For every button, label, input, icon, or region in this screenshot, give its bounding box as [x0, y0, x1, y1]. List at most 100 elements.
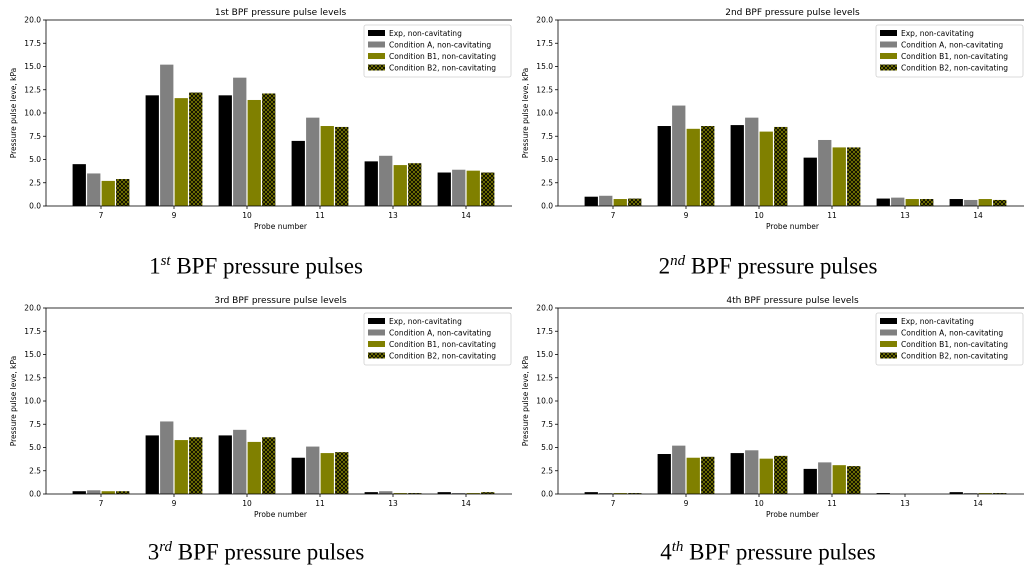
- chart-1-bar-7-s3: [101, 180, 115, 206]
- chart-1-y-tick-label: 12.5: [24, 85, 41, 94]
- chart-2-legend-swatch: [880, 30, 897, 36]
- chart-2-y-tick-label: 10.0: [536, 109, 553, 118]
- chart-3-bar-14-s1: [437, 492, 451, 494]
- chart-3-bar-11-s4: [335, 452, 349, 494]
- chart-3-bar-11-s1: [291, 457, 305, 494]
- chart-3-legend-swatch: [368, 352, 385, 359]
- chart-4-y-tick-label: 7.5: [541, 420, 553, 429]
- chart-2-x-tick-label: 11: [827, 211, 837, 220]
- chart-3-bar-9-s2: [160, 421, 174, 494]
- caption-3: 3rd BPF pressure pulses: [0, 539, 512, 566]
- chart-4-bar-11-s1: [803, 468, 817, 494]
- chart-2-x-tick-label: 10: [754, 211, 764, 220]
- chart-4-bar-14-s1: [949, 492, 963, 494]
- chart-2-y-tick-label: 17.5: [536, 39, 553, 48]
- chart-2-x-tick-label: 7: [611, 211, 616, 220]
- chart-2-bar-10-s3: [759, 131, 773, 206]
- chart-4-bar-10-s4: [774, 455, 788, 494]
- chart-4-bar-9-s4: [701, 456, 715, 494]
- chart-1-bar-14-s4: [481, 172, 495, 206]
- chart-panel-1: 1st BPF pressure pulse levels 0.0 2.5 5.0 7.…: [0, 0, 512, 244]
- chart-2-legend-label: Condition B2, non-cavitating: [901, 64, 1008, 73]
- chart-4-bar-10-s2: [745, 450, 759, 494]
- chart-1-legend-label: Condition B2, non-cavitating: [389, 64, 496, 73]
- chart-1-legend-swatch: [368, 30, 385, 36]
- chart-3-x-tick-label: 14: [461, 499, 471, 508]
- chart-1-y-tick-label: 15.0: [24, 62, 41, 71]
- chart-4-legend: [875, 312, 1024, 366]
- chart-1-bar-10-s1: [218, 95, 232, 206]
- chart-4-bar-14-s3: [978, 493, 992, 494]
- chart-1-bar-7-s2: [87, 173, 101, 206]
- chart-1-y-tick-label: 10.0: [24, 109, 41, 118]
- chart-1-bar-14-s2: [452, 169, 466, 206]
- caption-2: 2nd BPF pressure pulses: [512, 253, 1024, 280]
- chart-2-title: 2nd BPF pressure pulse levels: [725, 8, 860, 18]
- chart-4-bar-11-s2: [818, 462, 832, 494]
- chart-4-bar-9-s1: [657, 454, 671, 494]
- chart-1-y-tick-label: 17.5: [24, 39, 41, 48]
- chart-2-bar-7-s2: [599, 195, 613, 206]
- caption-suffix: nd: [670, 253, 686, 269]
- chart-4-bar-14-s4: [993, 493, 1007, 494]
- chart-1-bar-9-s2: [160, 64, 174, 206]
- chart-2-x-tick-label: 14: [973, 211, 983, 220]
- chart-1-bar-9-s4: [189, 92, 203, 206]
- chart-4-x-tick-label: 11: [827, 499, 837, 508]
- chart-2-bar-14-s1: [949, 199, 963, 206]
- chart-1-y-tick-label: 0.0: [29, 202, 41, 211]
- chart-4-x-tick-label: 7: [611, 499, 616, 508]
- chart-2: 2nd BPF pressure pulse levels 0.0 2.5 5.0 7.…: [521, 8, 1024, 231]
- chart-4-bar-11-s3: [832, 465, 846, 494]
- chart-2-bar-14-s4: [993, 199, 1007, 206]
- chart-4-title: 4th BPF pressure pulse levels: [726, 296, 859, 306]
- chart-3-bar-9-s4: [189, 437, 203, 494]
- caption-text: BPF pressure pulses: [171, 539, 365, 565]
- chart-1-x-axis-label: Probe number: [254, 222, 308, 231]
- chart-3-bar-10-s2: [233, 429, 247, 494]
- chart-1: 1st BPF pressure pulse levels 0.0 2.5 5.0 7.…: [9, 8, 512, 231]
- chart-3-bar-13-s1: [364, 492, 378, 494]
- chart-3-x-tick-label: 11: [315, 499, 325, 508]
- chart-4-legend-label: Condition A, non-cavitating: [901, 329, 1003, 338]
- chart-2-bar-9-s1: [657, 126, 671, 206]
- chart-1-bar-13-s3: [393, 165, 407, 206]
- chart-2-y-tick-label: 15.0: [536, 62, 553, 71]
- chart-1-bar-9-s3: [174, 98, 188, 206]
- chart-3-y-tick-label: 0.0: [29, 490, 41, 499]
- caption-text: BPF pressure pulses: [685, 253, 878, 279]
- chart-3-bar-7-s1: [72, 491, 86, 494]
- caption-ordinal: 2: [658, 253, 671, 279]
- chart-3-plot-frame: [45, 307, 512, 495]
- chart-3-y-tick-label: 2.5: [29, 466, 41, 475]
- chart-panel-2: 2nd BPF pressure pulse levels 0.0 2.5 5.0 7.…: [512, 0, 1024, 244]
- chart-2-y-tick-label: 5.0: [541, 155, 553, 164]
- chart-1-bar-13-s1: [364, 161, 378, 206]
- chart-3-x-tick-label: 10: [242, 499, 252, 508]
- caption-ordinal: 1: [149, 253, 161, 279]
- chart-1-plot-frame: [45, 19, 512, 207]
- chart-2-x-tick-label: 13: [900, 211, 910, 220]
- chart-3-bar-11-s3: [320, 453, 334, 494]
- chart-3-bar-14-s4: [481, 492, 495, 494]
- chart-2-x-tick-label: 9: [684, 211, 689, 220]
- chart-panel-4: 4th BPF pressure pulse levels 0.0 2.5 5.0 7.…: [512, 288, 1024, 532]
- chart-1-legend-label: Condition A, non-cavitating: [389, 41, 491, 50]
- chart-2-bar-11-s1: [803, 157, 817, 206]
- chart-4-bar-11-s4: [847, 466, 861, 494]
- caption-4: 4th BPF pressure pulses: [512, 539, 1024, 566]
- chart-3-y-tick-label: 15.0: [24, 350, 41, 359]
- chart-1-x-tick-label: 14: [461, 211, 471, 220]
- chart-4-x-tick-label: 13: [900, 499, 910, 508]
- chart-4-bar-7-s3: [613, 493, 627, 494]
- chart-3-legend-label: Condition B2, non-cavitating: [389, 352, 496, 361]
- chart-4-bar-9-s2: [672, 445, 686, 494]
- chart-4-y-tick-label: 0.0: [541, 490, 553, 499]
- chart-3-x-axis-label: Probe number: [254, 510, 308, 519]
- chart-3-legend-label: Condition B1, non-cavitating: [389, 340, 496, 349]
- chart-4-x-tick-label: 10: [754, 499, 764, 508]
- chart-2-y-tick-label: 12.5: [536, 85, 553, 94]
- chart-2-bar-11-s2: [818, 139, 832, 206]
- chart-2-bar-7-s3: [613, 199, 627, 206]
- chart-1-bar-10-s4: [262, 93, 276, 206]
